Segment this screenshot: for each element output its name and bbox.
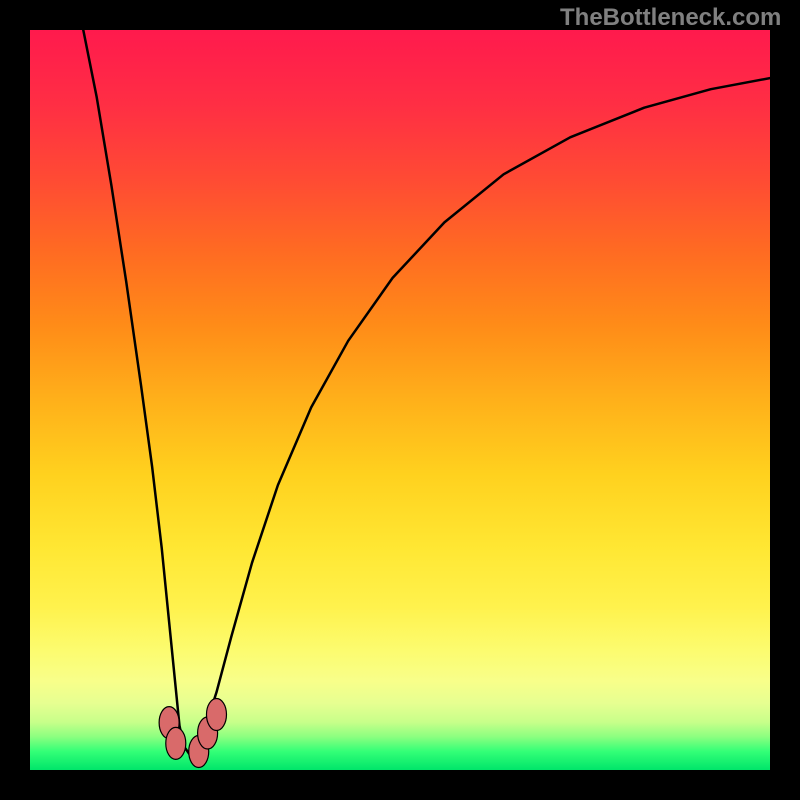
bottom-marker <box>166 727 186 759</box>
bottleneck-curve <box>83 30 770 754</box>
marker-group <box>159 699 226 768</box>
plot-area <box>30 30 770 770</box>
watermark-text: TheBottleneck.com <box>560 4 781 32</box>
bottom-marker <box>206 699 226 731</box>
curve-layer <box>30 30 770 770</box>
